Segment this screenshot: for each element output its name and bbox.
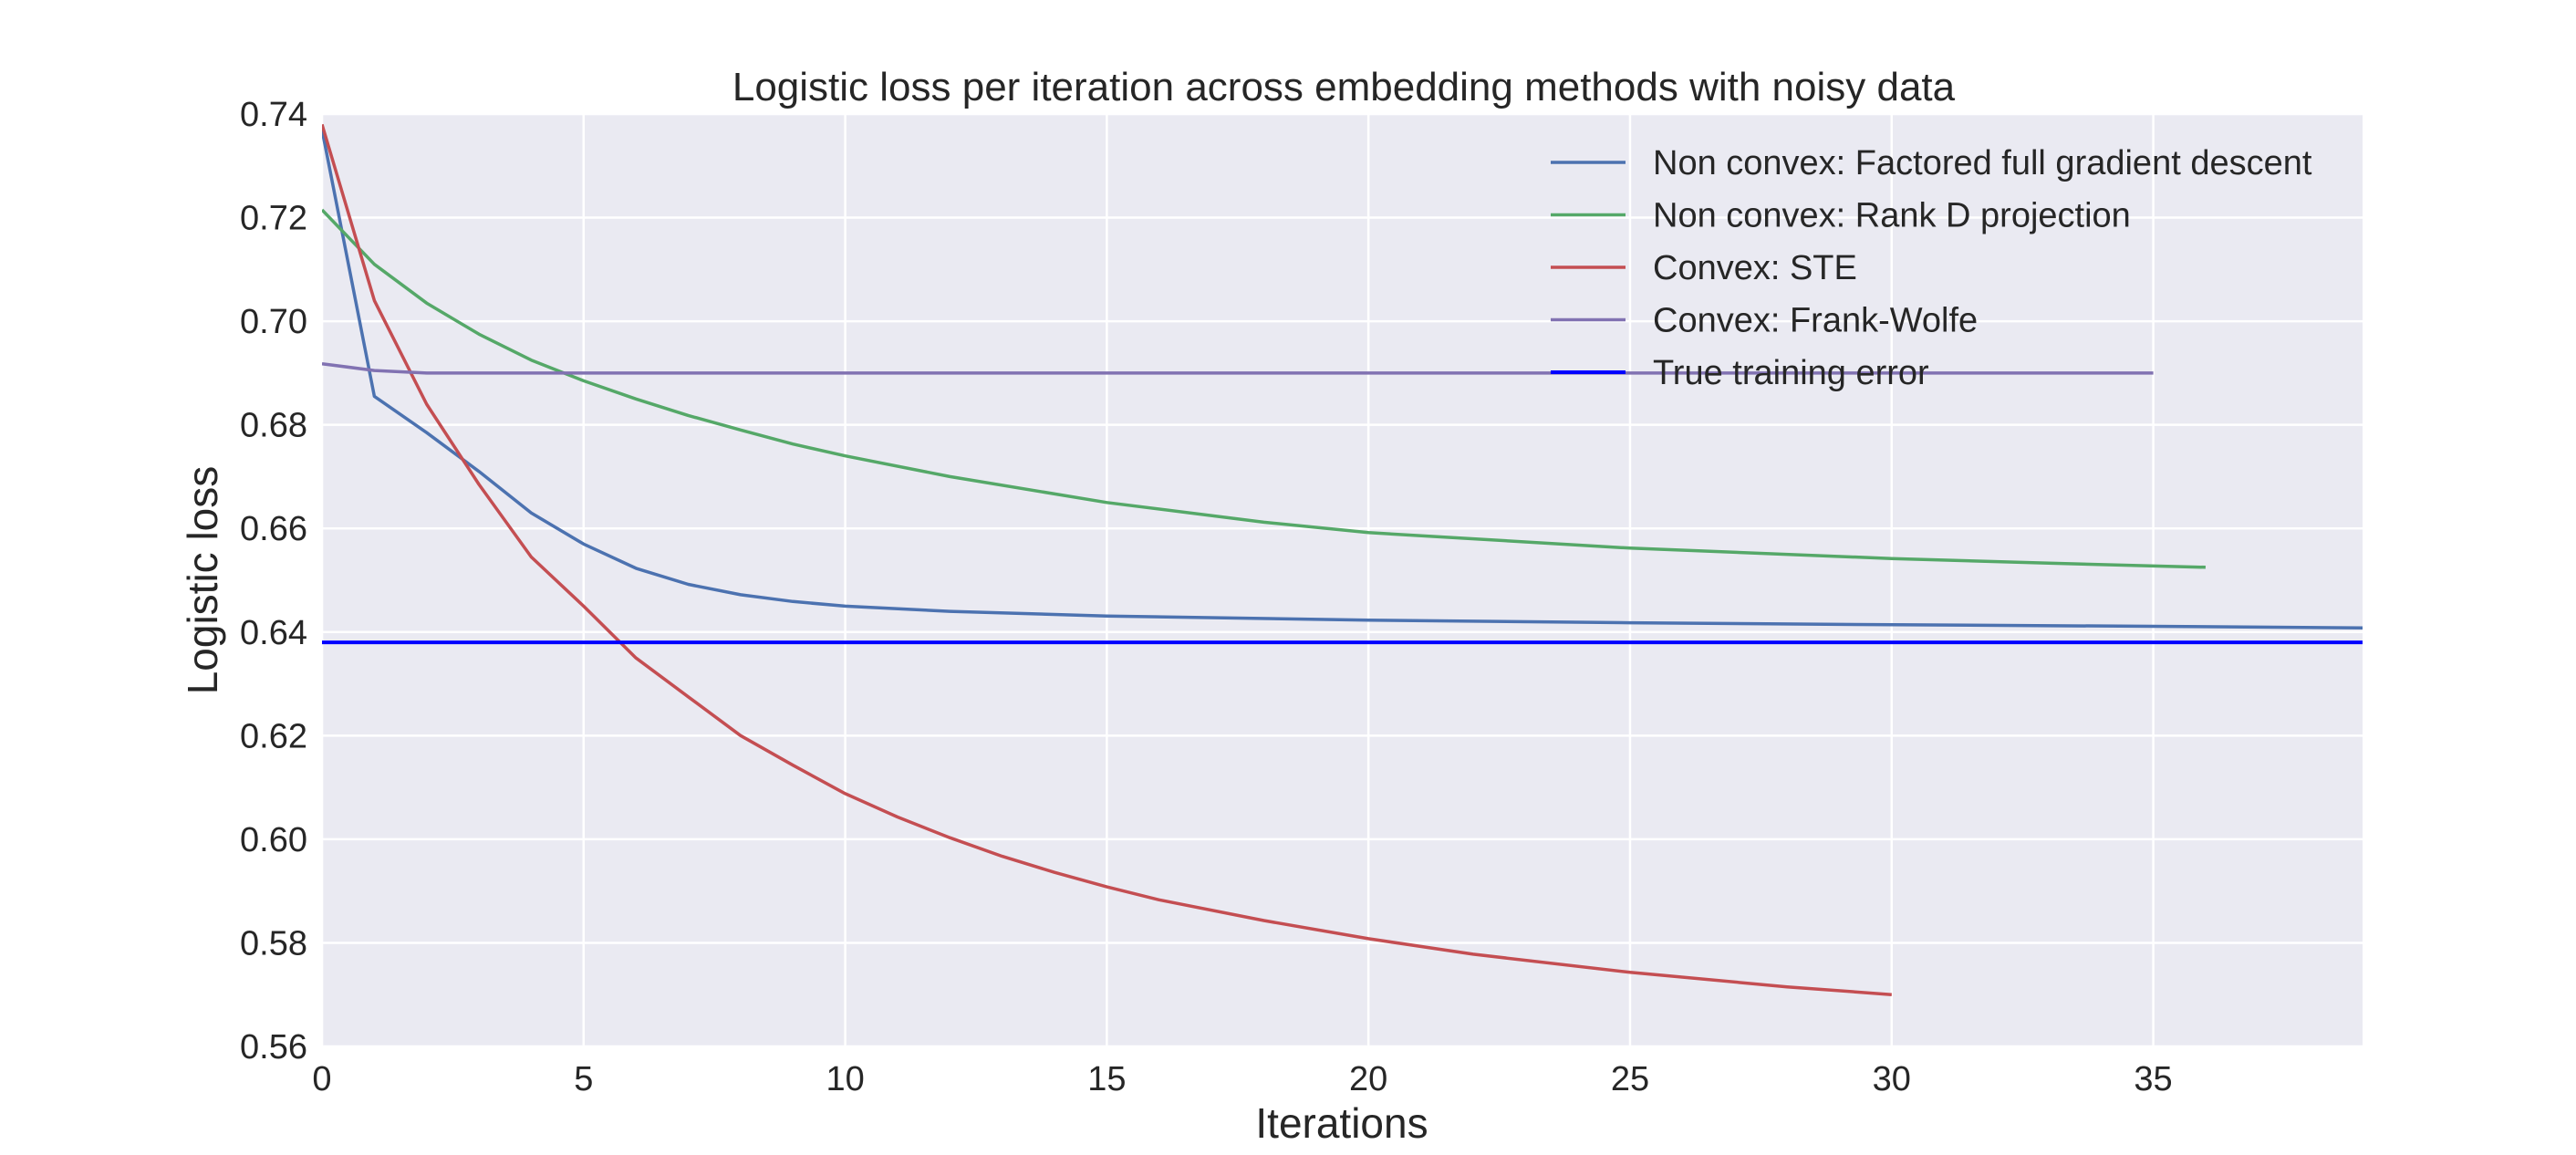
y-tick-label: 0.64 bbox=[240, 614, 307, 652]
series-line-convex-frank-wolfe bbox=[322, 361, 2154, 375]
legend-label-convex-ste: Convex: STE bbox=[1653, 249, 1857, 287]
x-tick-label: 35 bbox=[2134, 1060, 2172, 1098]
y-tick-label: 0.72 bbox=[240, 200, 307, 238]
legend-label-true-training-error: True training error bbox=[1653, 354, 1929, 392]
series-line-non-convex-factored-full-gradient-descent bbox=[322, 129, 2363, 630]
y-tick-label: 0.68 bbox=[240, 407, 307, 445]
y-tick-label: 0.66 bbox=[240, 510, 307, 548]
plot-area bbox=[322, 114, 2363, 1046]
y-tick-label: 0.58 bbox=[240, 924, 307, 962]
y-tick-label: 0.56 bbox=[240, 1028, 307, 1067]
y-axis-label: Logistic loss bbox=[179, 466, 226, 695]
x-axis-ticks: 0 5 10 15 20 25 30 35 bbox=[312, 1060, 2172, 1098]
x-tick-label: 5 bbox=[574, 1060, 593, 1098]
legend-label-non-convex-rank-d-projection: Non convex: Rank D projection bbox=[1653, 197, 2131, 235]
y-tick-label: 0.74 bbox=[240, 96, 307, 134]
y-tick-label: 0.70 bbox=[240, 303, 307, 341]
x-tick-label: 10 bbox=[826, 1060, 864, 1098]
series-line-convex-ste bbox=[322, 123, 1892, 996]
y-tick-label: 0.62 bbox=[240, 717, 307, 755]
series-line-non-convex-rank-d-projection bbox=[322, 208, 2206, 569]
x-tick-label: 30 bbox=[1873, 1060, 1911, 1098]
legend-label-non-convex-factored-full-gradient-descent: Non convex: Factored full gradient desce… bbox=[1653, 144, 2312, 182]
legend-label-convex-frank-wolfe: Convex: Frank-Wolfe bbox=[1653, 302, 1978, 340]
legend: Non convex: Factored full gradient desce… bbox=[1551, 144, 2312, 392]
y-axis-ticks: 0.56 0.58 0.60 0.62 0.64 0.66 0.68 0.70 0.72 0.74 bbox=[240, 96, 307, 1067]
x-tick-label: 25 bbox=[1611, 1060, 1649, 1098]
chart-title: Logistic loss per iteration across embed… bbox=[732, 65, 1956, 109]
series-lines bbox=[322, 123, 2363, 996]
x-tick-label: 20 bbox=[1349, 1060, 1387, 1098]
x-tick-label: 15 bbox=[1087, 1060, 1126, 1098]
y-tick-label: 0.60 bbox=[240, 821, 307, 859]
x-tick-label: 0 bbox=[312, 1060, 331, 1098]
x-axis-label: Iterations bbox=[1255, 1099, 1428, 1147]
